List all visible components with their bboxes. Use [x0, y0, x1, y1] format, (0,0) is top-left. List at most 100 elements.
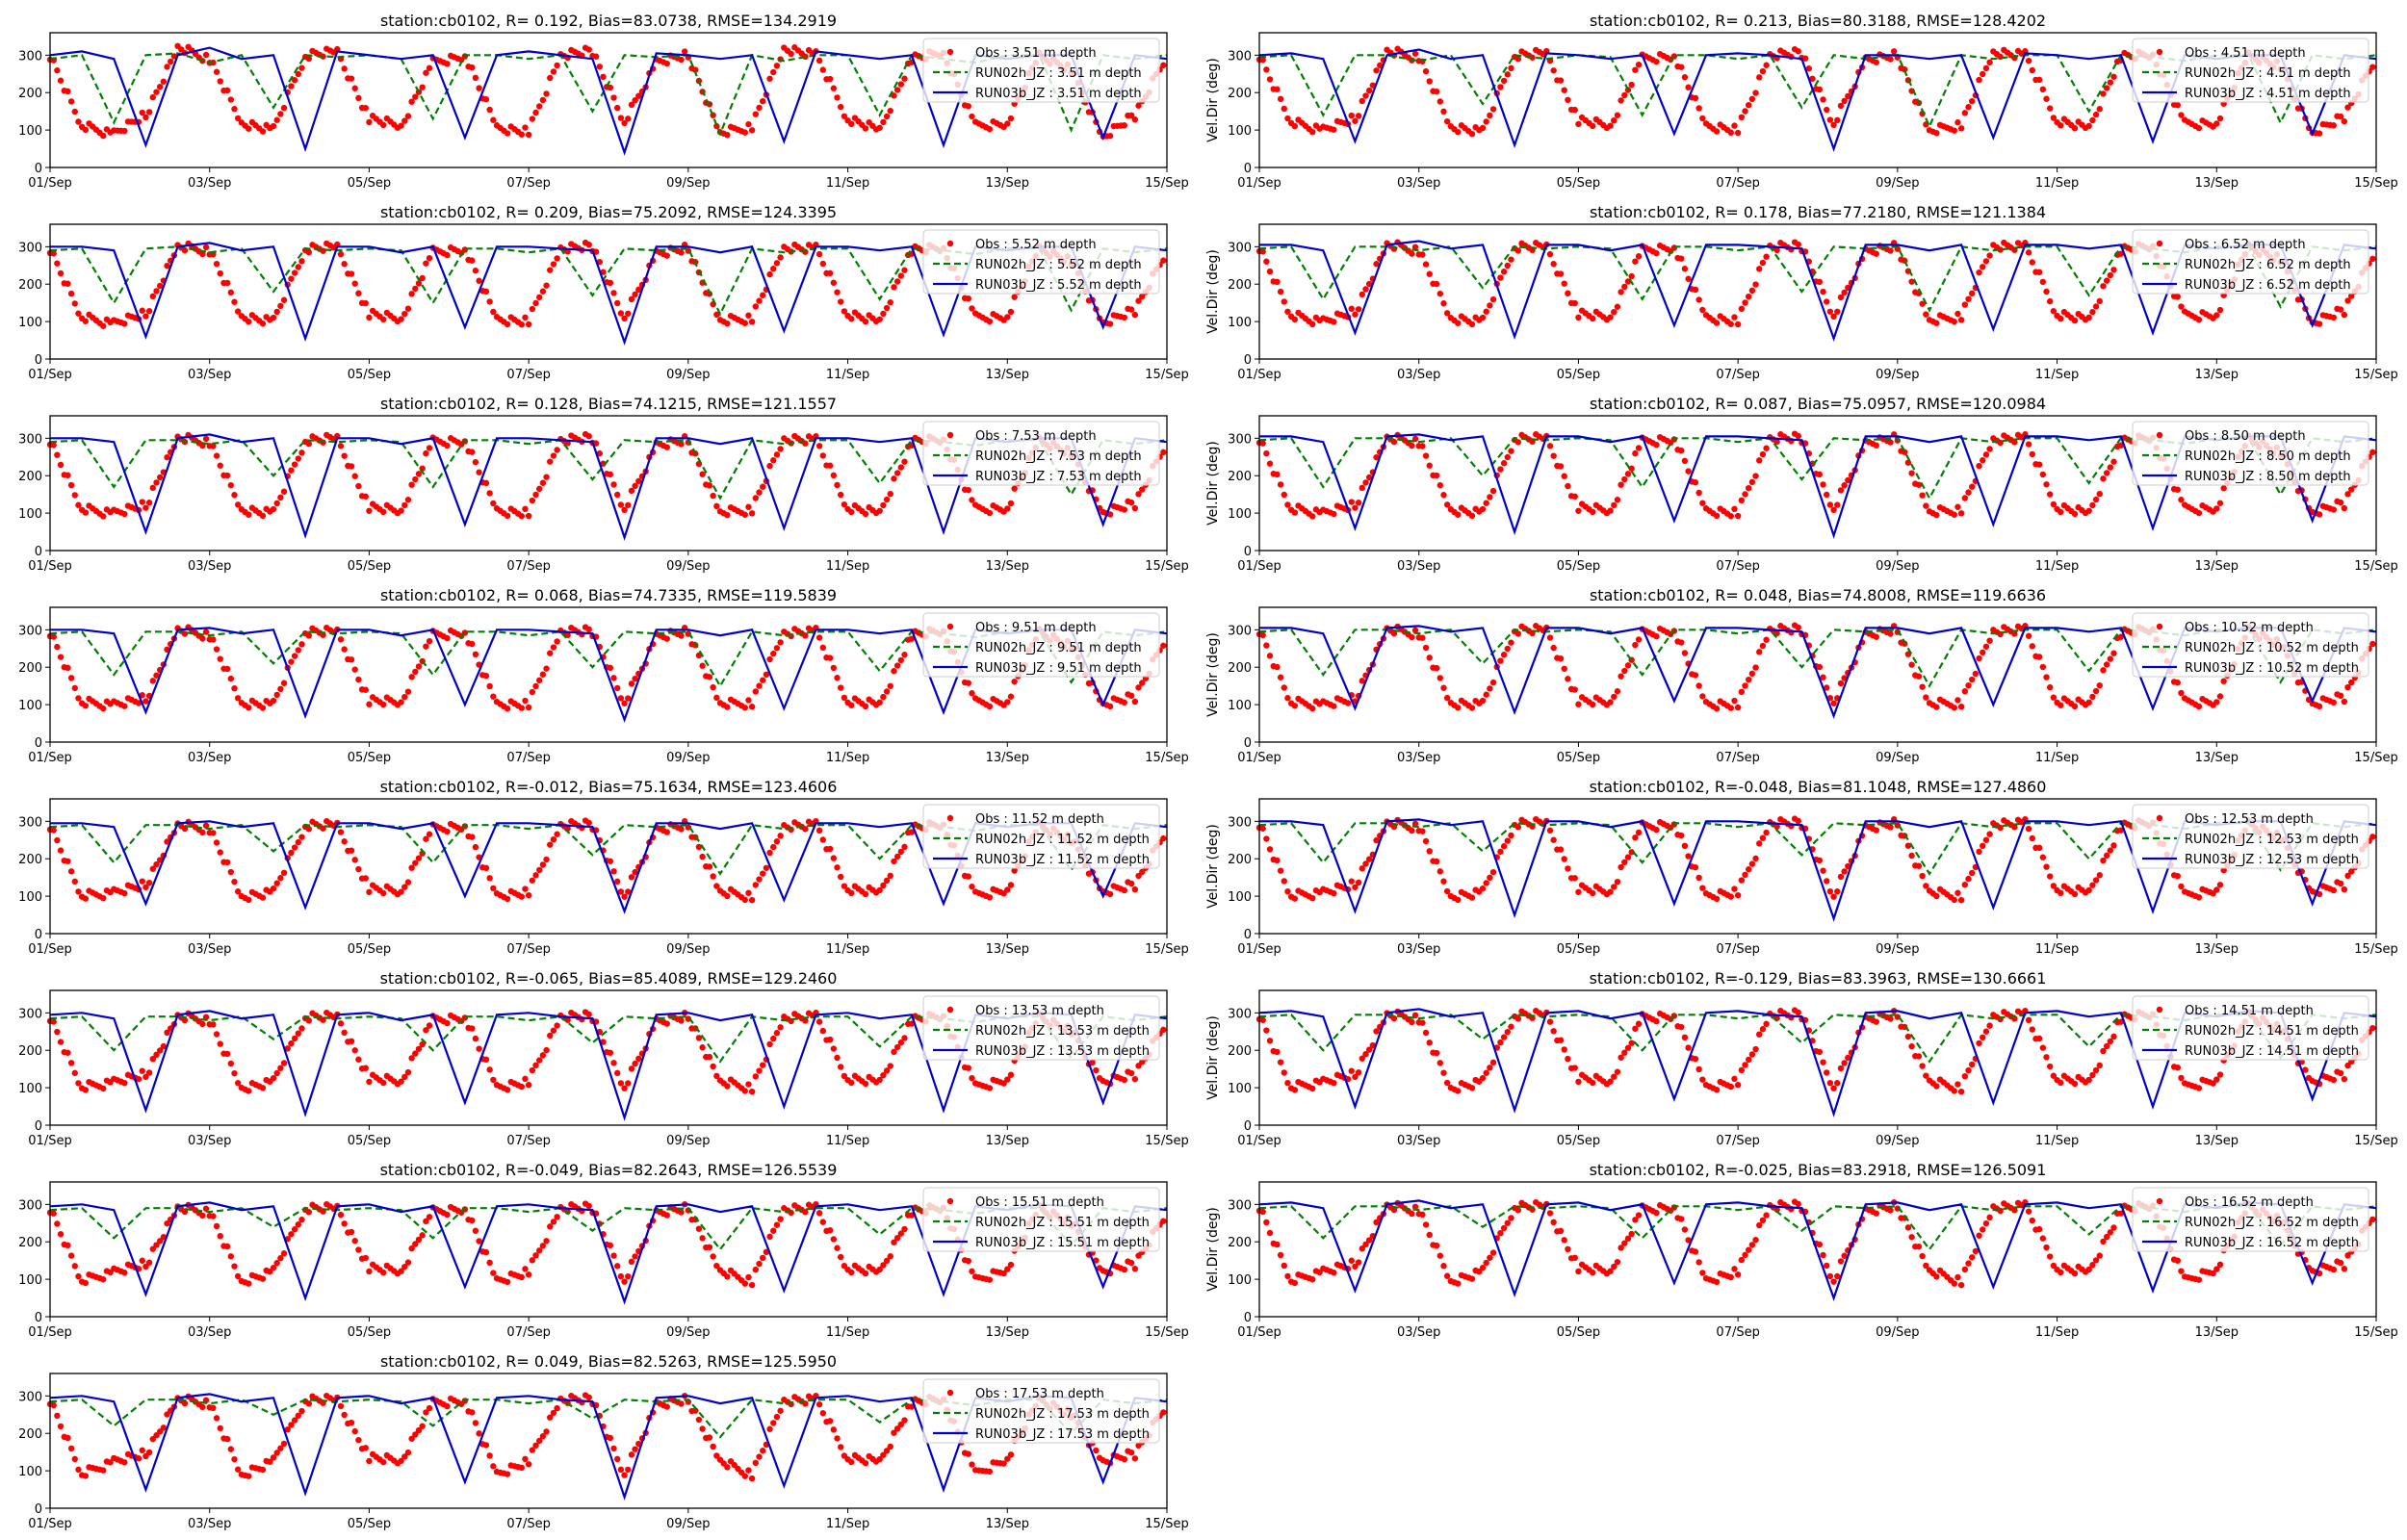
- obs-point: [1951, 127, 1957, 134]
- obs-point: [535, 1057, 543, 1064]
- legend-entry: Obs : 9.51 m depth: [975, 621, 1097, 635]
- obs-point: [1479, 124, 1487, 132]
- obs-point: [777, 639, 784, 646]
- obs-point: [1621, 91, 1628, 99]
- obs-point: [476, 1045, 482, 1052]
- obs-point: [1681, 650, 1689, 656]
- legend-entry: RUN02h_JZ : 6.52 m depth: [2185, 258, 2351, 272]
- legend-box: [2132, 38, 2369, 103]
- y-tick-label: 300: [18, 1007, 42, 1021]
- obs-point: [756, 682, 763, 689]
- obs-point: [50, 1401, 57, 1409]
- obs-point: [830, 472, 838, 479]
- obs-point: [2174, 102, 2181, 109]
- obs-point: [1816, 1048, 1824, 1056]
- obs-point: [1951, 1280, 1957, 1287]
- obs-point: [614, 1069, 621, 1077]
- obs-point: [834, 481, 841, 489]
- obs-point: [2085, 886, 2092, 894]
- obs-point: [341, 65, 348, 72]
- obs-point: [759, 483, 766, 490]
- obs-point: [366, 701, 373, 707]
- obs-point: [2103, 277, 2110, 284]
- legend-entry: Obs : 13.53 m depth: [975, 1004, 1104, 1018]
- obs-point: [1830, 506, 1837, 514]
- obs-point: [1455, 511, 1462, 518]
- obs-point: [1628, 1040, 1635, 1046]
- obs-point: [713, 502, 720, 510]
- obs-point: [532, 872, 539, 879]
- y-tick-label: 200: [18, 661, 42, 676]
- obs-point: [280, 1060, 288, 1066]
- obs-point: [1635, 1020, 1643, 1027]
- x-tick-label: 03/Sep: [1397, 942, 1440, 957]
- obs-point: [355, 94, 362, 102]
- obs-point: [621, 506, 628, 514]
- legend-obs-marker: [946, 623, 954, 630]
- obs-point: [213, 452, 220, 459]
- obs-point: [1695, 1065, 1702, 1073]
- obs-point: [663, 252, 670, 259]
- obs-point: [550, 835, 557, 843]
- legend-entry: RUN02h_JZ : 10.52 m depth: [2185, 641, 2359, 655]
- obs-point: [1489, 1059, 1497, 1066]
- x-tick-label: 07/Sep: [506, 368, 550, 382]
- obs-point: [1259, 1208, 1266, 1216]
- y-tick-label: 300: [1228, 624, 1252, 638]
- obs-point: [819, 66, 826, 73]
- obs-point: [1759, 1217, 1767, 1224]
- obs-point: [1745, 676, 1752, 683]
- obs-point: [628, 101, 635, 109]
- obs-point: [280, 680, 288, 686]
- obs-point: [1954, 503, 1961, 510]
- obs-point: [1309, 705, 1316, 712]
- obs-point: [341, 261, 348, 268]
- obs-point: [426, 64, 433, 71]
- obs-point: [1419, 634, 1426, 641]
- obs-point: [419, 1232, 426, 1239]
- obs-point: [610, 94, 617, 101]
- obs-point: [100, 894, 107, 902]
- obs-point: [1752, 1236, 1759, 1244]
- obs-point: [770, 457, 777, 464]
- obs-point: [2029, 1217, 2035, 1224]
- obs-point: [1362, 479, 1369, 486]
- obs-point: [1763, 829, 1770, 836]
- obs-point: [2050, 115, 2058, 121]
- obs-point: [1422, 1221, 1430, 1228]
- x-tick-label: 13/Sep: [986, 942, 1029, 957]
- obs-point: [210, 443, 217, 449]
- subplot-title: station:cb0102, R=-0.048, Bias=81.1048, …: [1590, 778, 2047, 796]
- obs-point: [969, 113, 975, 120]
- obs-point: [1331, 126, 1337, 133]
- obs-point: [1160, 449, 1167, 456]
- obs-point: [341, 646, 348, 653]
- obs-point: [724, 704, 731, 710]
- obs-point: [2029, 643, 2035, 650]
- y-tick-label: 200: [18, 853, 42, 867]
- obs-point: [625, 116, 632, 122]
- obs-point: [305, 826, 313, 833]
- obs-point: [1411, 244, 1419, 250]
- obs-point: [1281, 298, 1287, 305]
- obs-point: [1274, 1241, 1281, 1248]
- obs-point: [423, 643, 429, 650]
- obs-point: [1277, 867, 1284, 874]
- obs-point: [490, 308, 497, 316]
- obs-point: [699, 1235, 706, 1242]
- obs-point: [1433, 88, 1440, 95]
- obs-point: [1440, 108, 1447, 116]
- obs-point: [379, 121, 387, 129]
- obs-point: [1561, 473, 1567, 479]
- obs-point: [1479, 1265, 1487, 1271]
- obs-point: [259, 128, 267, 135]
- obs-point: [1763, 445, 1770, 451]
- obs-point: [469, 257, 476, 264]
- obs-point: [826, 270, 834, 277]
- obs-point: [2178, 689, 2185, 697]
- obs-point: [1919, 872, 1926, 880]
- obs-point: [1745, 484, 1752, 492]
- obs-point: [295, 70, 301, 78]
- legend-entry: Obs : 15.51 m depth: [975, 1195, 1104, 1210]
- obs-point: [2220, 678, 2227, 684]
